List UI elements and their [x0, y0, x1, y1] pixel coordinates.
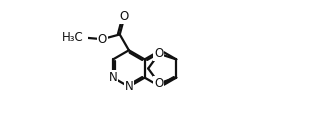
Text: N: N [124, 80, 133, 93]
Text: H₃C: H₃C [62, 31, 84, 44]
Text: O: O [154, 47, 163, 60]
Text: O: O [120, 10, 129, 23]
Text: O: O [98, 33, 107, 46]
Text: O: O [154, 77, 163, 90]
Text: N: N [109, 71, 117, 84]
